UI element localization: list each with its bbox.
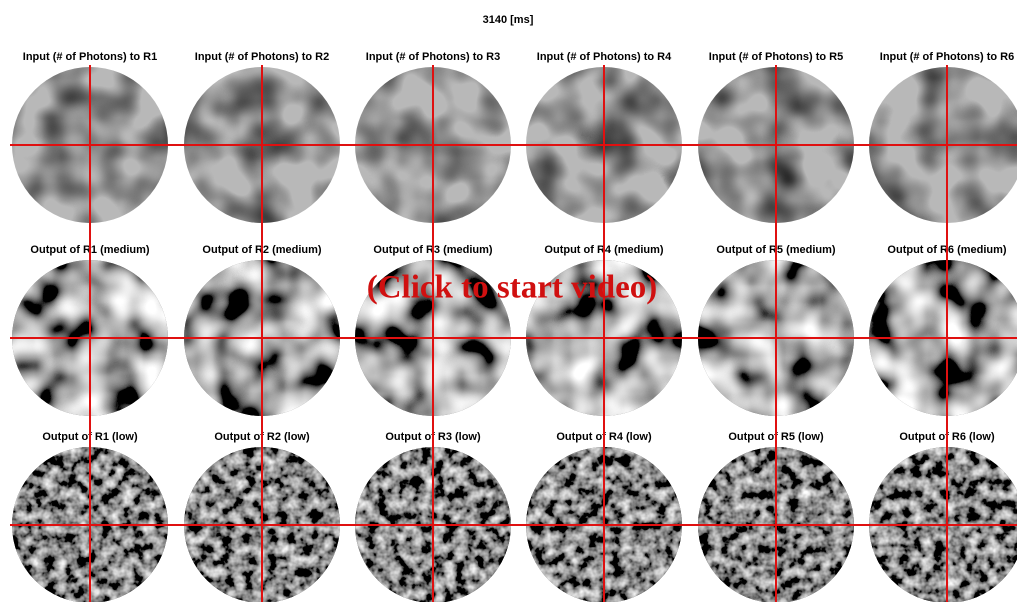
panel-grid: Input (# of Photons) to R1 Input (# of Ph… xyxy=(12,51,1017,602)
panel-title: Input (# of Photons) to R1 xyxy=(23,51,157,63)
figure: 3140 [ms] Input (# of Photons) to R1Inpu… xyxy=(0,0,1017,602)
panel: Input (# of Photons) to R6 xyxy=(869,51,1017,223)
panel-title: Input (# of Photons) to R3 xyxy=(366,51,500,63)
panel: Output of R6 (medium) xyxy=(869,244,1017,416)
panel: Output of R6 (low) xyxy=(869,431,1017,602)
play-overlay[interactable]: (Click to start video) xyxy=(367,270,658,306)
figure-title: 3140 [ms] xyxy=(483,14,534,26)
panel-title: Input (# of Photons) to R6 xyxy=(880,51,1014,63)
panel-title: Input (# of Photons) to R4 xyxy=(537,51,672,63)
panel-title: Input (# of Photons) to R2 xyxy=(195,51,329,63)
panel-title: Input (# of Photons) to R5 xyxy=(709,51,843,63)
